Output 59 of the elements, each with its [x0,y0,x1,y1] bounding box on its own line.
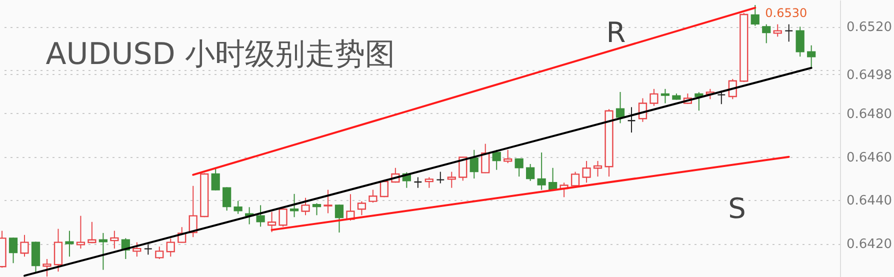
candlestick [784,24,794,42]
candlestick [290,193,299,218]
candlestick [616,91,625,124]
candlestick [537,152,546,190]
candlestick [211,168,220,191]
candlestick [54,228,63,272]
candlestick [773,24,782,38]
candlestick [20,234,29,258]
candlestick [324,189,332,214]
candlestick [807,44,816,69]
annotation: S [728,192,746,225]
candlestick [717,90,726,105]
candlestick [762,24,771,44]
candlestick [627,106,636,134]
y-tick-label: 0.6520 [846,20,892,36]
candlestick [166,238,175,258]
candlestick [582,160,591,184]
candlestick [750,4,760,26]
candlestick [267,211,276,233]
candlestick [65,230,74,258]
candlestick [222,186,232,212]
candlestick [8,237,18,264]
y-tick-label: 0.6480 [846,106,892,122]
candlestick [155,246,164,260]
candlestick [144,244,152,256]
candlestick [368,189,378,204]
candlestick [436,171,445,184]
candlestick [650,88,658,106]
candlestick [301,197,310,216]
candlestick [593,160,602,178]
candlestick [424,176,434,188]
candlestick [481,143,490,174]
candlestick [256,204,265,228]
candlestick [414,176,422,188]
candlestick [447,171,456,188]
candlestick [660,88,670,104]
candlestick [470,149,478,180]
candlestick [110,230,119,250]
candlestick [132,242,142,258]
candlestick [334,204,344,234]
candlestick [526,163,535,182]
candlestick [234,200,242,214]
candlestick [278,208,288,228]
text: AUDUSD 小时级别走势图 [46,37,395,72]
candlestick [504,149,512,164]
y-tick-label: 0.6420 [846,237,892,252]
candlestick [458,156,468,182]
candlestick [88,221,96,244]
y-tick-label: 0.6460 [846,150,892,166]
annotation: 0.6530 [765,6,808,20]
y-tick-label: 0.6440 [846,194,892,209]
candlestick [312,202,322,216]
annotation: R [606,16,626,49]
candlestick [31,241,40,274]
y-tick-label: 0.6498 [846,68,892,83]
candlestick [796,26,804,58]
candlestick [357,200,366,216]
candlestick [514,158,524,178]
candlestick [76,215,86,250]
